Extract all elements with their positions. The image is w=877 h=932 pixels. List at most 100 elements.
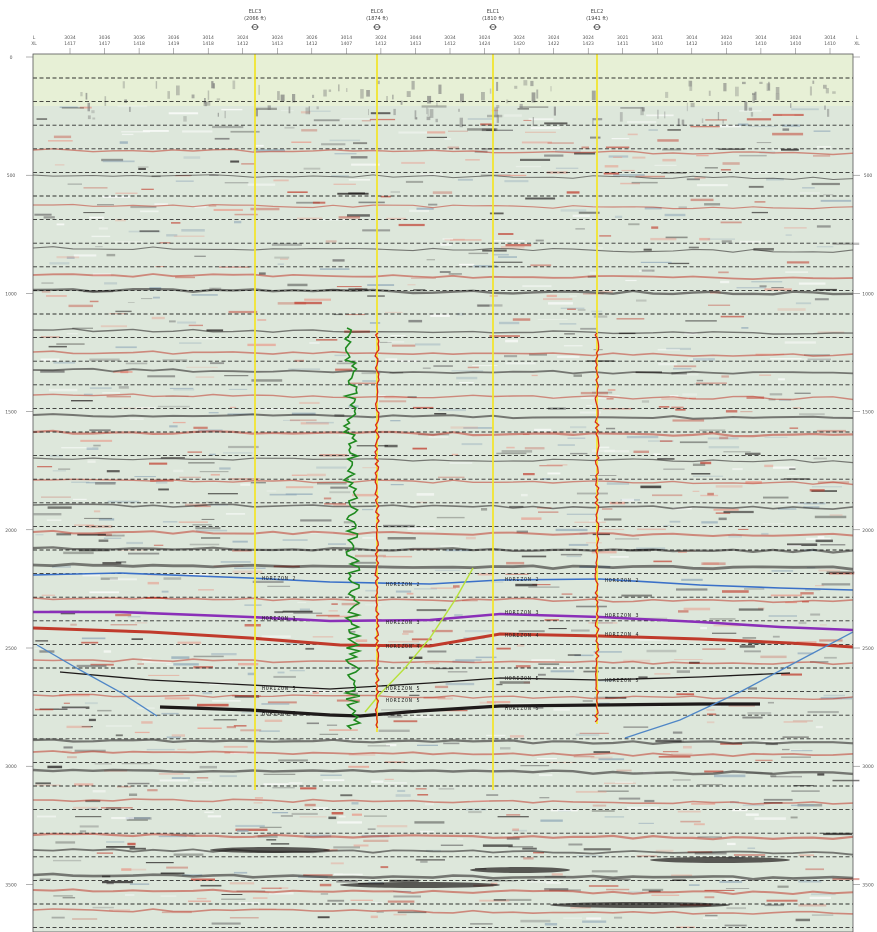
noise-streak [657, 348, 680, 351]
noise-streak [571, 629, 590, 632]
noise-streak [544, 888, 569, 891]
noise-tuft [677, 118, 680, 127]
noise-streak [500, 246, 525, 249]
noise-streak [102, 562, 122, 565]
noise-streak [158, 835, 187, 838]
noise-streak [131, 638, 143, 640]
noise-streak [551, 873, 563, 876]
noise-streak [424, 802, 434, 806]
time-label-left: 500 [7, 173, 16, 179]
noise-streak [597, 790, 629, 792]
noise-streak [699, 237, 711, 241]
noise-streak [564, 333, 575, 335]
noise-streak [179, 476, 201, 478]
noise-tuft [212, 83, 215, 89]
time-axis-labels: 0 500 500 1000 1000 1500 1500 2000 2000 2500 2500 3… [5, 55, 874, 888]
noise-streak [657, 139, 679, 142]
noise-streak [618, 797, 641, 800]
noise-streak [655, 739, 682, 743]
noise-streak [440, 710, 468, 712]
noise-streak [591, 449, 615, 452]
noise-streak [498, 233, 514, 235]
top-tick-sublabel: 1412 [686, 41, 698, 47]
noise-streak [129, 793, 138, 796]
horizon-label: HORIZON 3 [386, 620, 420, 626]
noise-streak [160, 895, 177, 897]
noise-streak [273, 179, 289, 182]
noise-streak [238, 902, 260, 904]
noise-streak [140, 210, 159, 213]
noise-streak [89, 591, 119, 594]
noise-streak [816, 225, 831, 228]
noise-streak [685, 320, 717, 322]
fault-right [624, 631, 854, 739]
reflector-line [32, 288, 854, 296]
noise-streak [84, 517, 113, 519]
noise-streak [672, 373, 699, 376]
noise-streak [804, 354, 830, 356]
noise-streak [348, 179, 371, 181]
noise-streak [832, 779, 860, 782]
noise-tuft [657, 109, 659, 119]
reflector-line [32, 888, 854, 896]
noise-streak [489, 212, 504, 215]
noise-streak [811, 182, 840, 186]
noise-streak [636, 528, 666, 531]
top-tick-label: 3024 [479, 35, 491, 41]
noise-streak [319, 268, 350, 270]
noise-streak [671, 752, 693, 754]
noise-streak [521, 517, 542, 520]
noise-streak [434, 569, 461, 572]
noise-streak [481, 128, 496, 132]
noise-tuft [690, 102, 695, 108]
noise-streak [723, 510, 754, 514]
noise-streak [771, 287, 784, 289]
noise-streak [504, 355, 518, 358]
noise-streak [259, 272, 266, 275]
noise-streak [220, 266, 245, 269]
noise-streak [537, 319, 568, 320]
noise-streak [522, 285, 552, 288]
noise-tuft [277, 91, 280, 101]
noise-streak [35, 534, 44, 536]
noise-tuft [496, 114, 499, 123]
noise-streak [555, 150, 581, 153]
noise-streak [438, 788, 455, 790]
noise-streak [279, 887, 289, 889]
noise-streak [638, 822, 654, 824]
noise-streak [792, 720, 813, 722]
noise-streak [166, 736, 181, 739]
noise-tuft [104, 96, 107, 106]
noise-streak [449, 462, 473, 464]
top-tick-label: 3024 [721, 35, 733, 41]
noise-streak [379, 341, 392, 343]
noise-streak [348, 631, 356, 633]
noise-streak [580, 391, 608, 395]
noise-streak [581, 146, 589, 149]
noise-streak [632, 156, 646, 159]
noise-streak [333, 846, 360, 849]
reflector-line [32, 457, 854, 464]
noise-streak [504, 114, 522, 117]
noise-streak [627, 133, 638, 136]
noise-streak [329, 729, 358, 731]
panel-border [32, 53, 854, 932]
noise-streak [415, 859, 445, 861]
noise-streak [652, 494, 683, 497]
noise-tuft [689, 81, 693, 91]
top-tick-sublabel: 1423 [582, 41, 594, 47]
noise-streak [81, 641, 99, 644]
noise-tuft [832, 91, 836, 94]
noise-streak [106, 470, 120, 473]
noise-streak [380, 866, 389, 869]
noise-streak [287, 283, 308, 287]
noise-streak [87, 460, 96, 463]
noise-streak [219, 467, 231, 470]
noise-streak [745, 481, 762, 484]
noise-streak [671, 406, 684, 409]
noise-streak [234, 567, 266, 569]
noise-streak [592, 804, 607, 807]
noise-streak [683, 745, 692, 749]
noise-streak [529, 353, 547, 356]
noise-streak [613, 174, 645, 176]
